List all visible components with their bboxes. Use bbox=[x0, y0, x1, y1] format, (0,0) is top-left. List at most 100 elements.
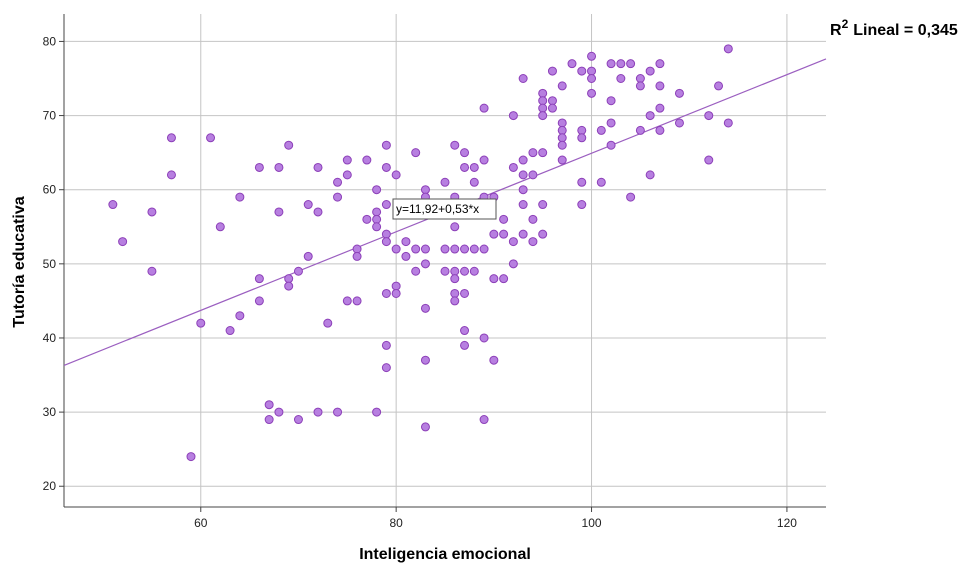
data-point bbox=[635, 125, 645, 135]
data-point bbox=[606, 118, 616, 128]
data-point bbox=[547, 103, 557, 113]
data-point bbox=[538, 229, 548, 239]
data-point bbox=[352, 244, 362, 254]
data-point bbox=[518, 73, 528, 83]
data-point bbox=[381, 340, 391, 350]
data-point bbox=[391, 281, 401, 291]
y-tick-label: 30 bbox=[43, 405, 57, 419]
data-point bbox=[381, 363, 391, 373]
data-point bbox=[401, 251, 411, 261]
data-point bbox=[460, 340, 470, 350]
data-point bbox=[528, 170, 538, 180]
grid-lines bbox=[64, 14, 826, 507]
data-point bbox=[587, 88, 597, 98]
data-point bbox=[411, 244, 421, 254]
data-point bbox=[538, 200, 548, 210]
data-point bbox=[254, 162, 264, 172]
data-point bbox=[704, 155, 714, 165]
data-point bbox=[372, 207, 382, 217]
data-point bbox=[528, 148, 538, 158]
equation-label-box: y=11,92+0,53*x bbox=[392, 198, 497, 220]
y-tick-label: 50 bbox=[43, 257, 57, 271]
data-point bbox=[587, 73, 597, 83]
data-point bbox=[254, 274, 264, 284]
data-point bbox=[508, 111, 518, 121]
data-point bbox=[333, 407, 343, 417]
data-point bbox=[381, 288, 391, 298]
data-point bbox=[381, 140, 391, 150]
data-point bbox=[645, 111, 655, 121]
data-point bbox=[284, 274, 294, 284]
data-point bbox=[557, 140, 567, 150]
data-point bbox=[450, 244, 460, 254]
data-point bbox=[391, 244, 401, 254]
data-point bbox=[655, 59, 665, 69]
data-point bbox=[293, 266, 303, 276]
data-point bbox=[557, 125, 567, 135]
data-point bbox=[342, 296, 352, 306]
data-point bbox=[225, 326, 235, 336]
data-point bbox=[333, 177, 343, 187]
data-point bbox=[450, 266, 460, 276]
y-tick-label: 70 bbox=[43, 109, 57, 123]
data-point bbox=[411, 148, 421, 158]
data-point bbox=[674, 118, 684, 128]
data-point bbox=[508, 259, 518, 269]
data-point bbox=[626, 192, 636, 202]
y-tick-label: 80 bbox=[43, 34, 57, 48]
data-point bbox=[450, 296, 460, 306]
data-point bbox=[381, 200, 391, 210]
data-point bbox=[479, 244, 489, 254]
data-point bbox=[342, 170, 352, 180]
data-point bbox=[606, 59, 616, 69]
data-point bbox=[460, 148, 470, 158]
data-point bbox=[372, 407, 382, 417]
r2-value: Lineal = 0,345 bbox=[853, 22, 958, 39]
data-point bbox=[420, 259, 430, 269]
data-point bbox=[450, 288, 460, 298]
data-point bbox=[616, 73, 626, 83]
data-point bbox=[342, 155, 352, 165]
equation-label-background bbox=[392, 198, 497, 220]
data-point bbox=[206, 133, 216, 143]
data-point bbox=[587, 51, 597, 61]
data-point bbox=[420, 185, 430, 195]
data-point bbox=[235, 192, 245, 202]
data-point bbox=[147, 266, 157, 276]
data-point bbox=[577, 66, 587, 76]
data-point bbox=[606, 140, 616, 150]
data-point bbox=[557, 81, 567, 91]
data-point bbox=[489, 274, 499, 284]
data-point bbox=[215, 222, 225, 232]
data-point bbox=[538, 103, 548, 113]
data-point bbox=[538, 148, 548, 158]
data-point bbox=[460, 162, 470, 172]
data-point bbox=[557, 118, 567, 128]
data-point bbox=[714, 81, 724, 91]
annotations: y=11,92+0,53*x R2 Lineal = 0,345 Intelige… bbox=[11, 17, 958, 563]
data-point bbox=[518, 229, 528, 239]
data-point bbox=[274, 407, 284, 417]
x-tick-label: 80 bbox=[389, 516, 403, 530]
data-point bbox=[450, 274, 460, 284]
data-point bbox=[440, 266, 450, 276]
data-point bbox=[293, 415, 303, 425]
data-point bbox=[166, 170, 176, 180]
data-point bbox=[577, 177, 587, 187]
data-point bbox=[635, 73, 645, 83]
data-point bbox=[460, 288, 470, 298]
data-point bbox=[420, 355, 430, 365]
data-point bbox=[372, 222, 382, 232]
data-point bbox=[440, 177, 450, 187]
axes bbox=[59, 14, 826, 512]
data-point bbox=[606, 96, 616, 106]
data-point bbox=[489, 355, 499, 365]
data-point bbox=[254, 296, 264, 306]
data-point bbox=[547, 66, 557, 76]
data-point bbox=[411, 266, 421, 276]
y-axis-title: Tutoría educativa bbox=[11, 196, 28, 327]
data-point bbox=[557, 155, 567, 165]
data-point bbox=[352, 251, 362, 261]
data-point bbox=[352, 296, 362, 306]
